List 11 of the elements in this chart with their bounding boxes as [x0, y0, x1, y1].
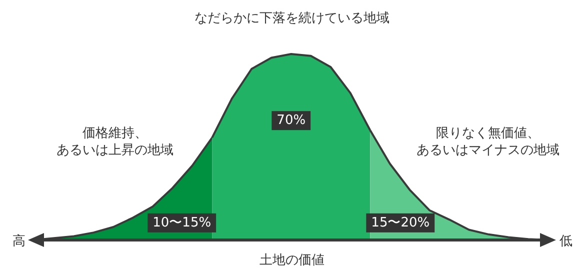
- series-label: 15〜20%: [371, 215, 430, 230]
- chart-title: なだらかに下落を続けている地域: [194, 11, 390, 26]
- series-label: 70%: [276, 113, 306, 128]
- annotation: あるいは上昇の地域: [56, 143, 174, 158]
- series-label: 10〜15%: [152, 215, 212, 230]
- annotation: 限りなく無価値、: [436, 126, 540, 141]
- text: 低: [560, 234, 572, 249]
- x-axis-title: 土地の価値: [260, 253, 324, 268]
- annotation: あるいはマイナスの地域: [416, 143, 560, 158]
- text: 高: [12, 233, 26, 249]
- annotation: 価格維持、: [82, 126, 148, 141]
